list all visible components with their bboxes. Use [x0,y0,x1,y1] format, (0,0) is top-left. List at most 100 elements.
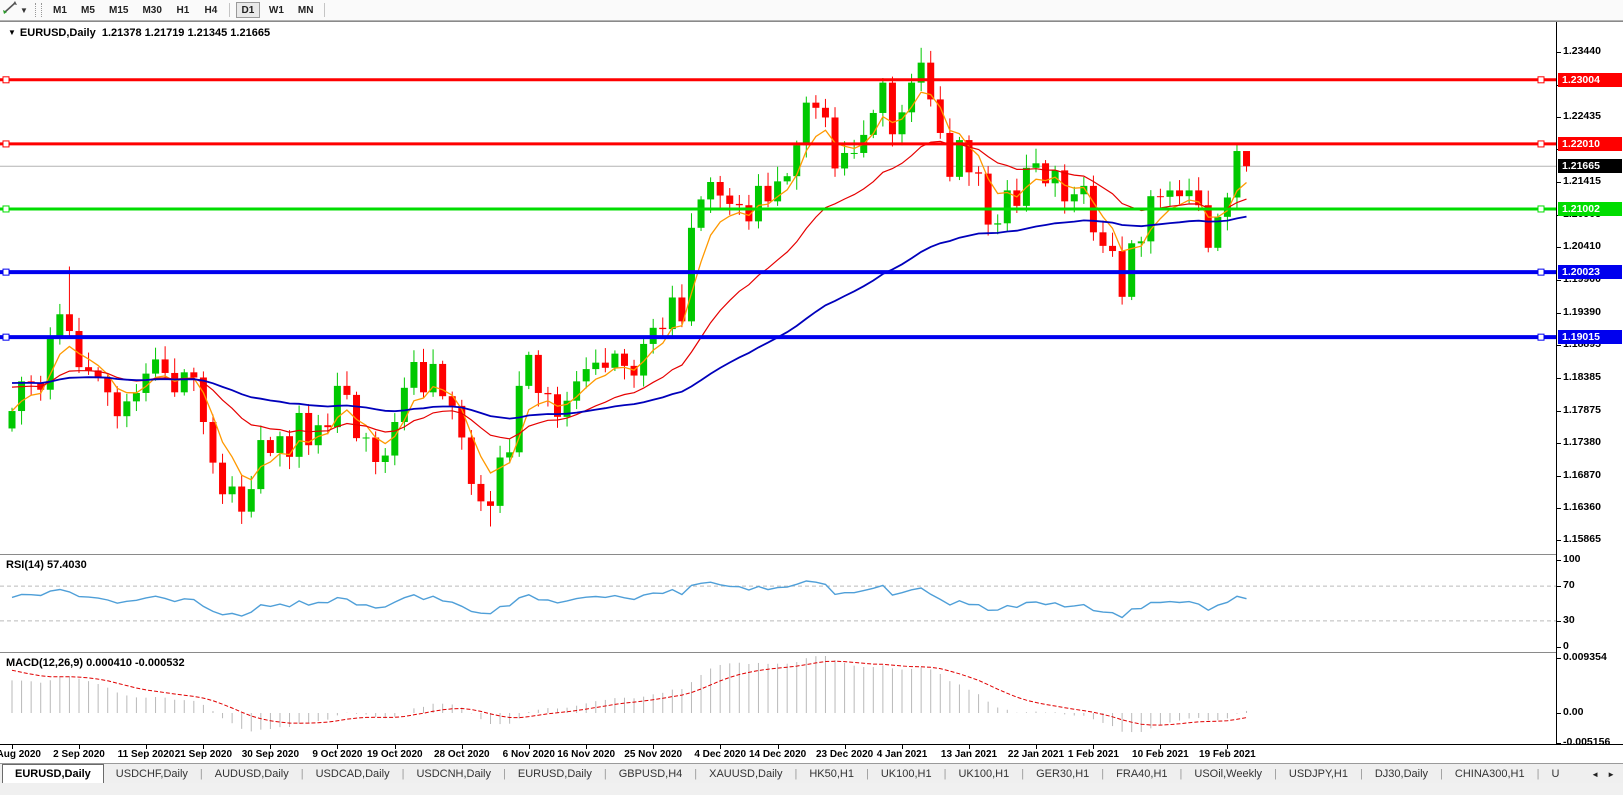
line-handle[interactable] [2,268,10,276]
tab-eurusd-daily[interactable]: EURUSD,Daily [2,764,104,783]
price-axis[interactable]: 1.234401.229301.224351.219251.214151.209… [1556,22,1623,748]
time-tick [653,745,655,749]
tab-separator: | [1274,768,1277,780]
line-handle[interactable] [2,333,10,341]
rsi-tick-label: 0 [1563,640,1569,652]
axis-tick [1557,344,1561,346]
tab-ger30-h1[interactable]: GER30,H1 [1036,768,1090,780]
rsi-pane[interactable] [0,556,1556,652]
tab-separator: | [943,768,947,780]
line-handle[interactable] [2,76,10,84]
price-tick-label: 1.18385 [1563,370,1601,383]
tab-usdchf-daily[interactable]: USDCHF,Daily [115,768,188,780]
tab-separator: | [503,768,506,780]
axis-tick [1557,410,1561,412]
time-tick [203,745,205,749]
tab-gbpusd-h4[interactable]: GBPUSD,H4 [618,768,683,780]
trendline-icon [3,0,18,20]
chart-title: ▼ EURUSD,Daily 1.21378 1.21719 1.21345 1.… [8,27,270,39]
tab-separator: | [1536,768,1540,780]
time-tick-label: 4 Jan 2021 [876,749,928,760]
line-handle[interactable] [1537,333,1545,341]
line-handle[interactable] [1537,205,1545,213]
time-tick-label: 14 Dec 2020 [748,749,807,760]
tab-usdcnh-daily[interactable]: USDCNH,Daily [416,768,491,780]
tab-uk100-h1[interactable]: UK100,H1 [880,768,932,780]
tab-separator: | [794,768,798,780]
time-tick-label: 16 Nov 2020 [557,749,616,760]
time-tick-label: 25 Nov 2020 [624,749,683,760]
drawing-tool-button[interactable]: ▼ [3,0,33,20]
tab-separator: | [401,768,405,780]
timeframe-button-d1[interactable]: D1 [235,2,260,18]
symbol-dropdown-icon[interactable]: ▼ [8,28,16,37]
tab-uk100-h1[interactable]: UK100,H1 [958,768,1010,780]
price-tick-label: 1.21415 [1563,175,1601,188]
tab-separator: | [1440,768,1443,780]
timeframe-button-w1[interactable]: W1 [264,2,289,18]
status-bar [0,782,1623,795]
rsi-tick-label: 100 [1563,553,1581,565]
time-tick [461,745,463,749]
tab-usdcad-daily[interactable]: USDCAD,Daily [315,768,390,780]
rsi-tick-label: 70 [1563,579,1575,592]
axis-tick [1557,182,1561,184]
candlestick-series[interactable] [8,47,1251,527]
time-tick-label: 2 Sep 2020 [53,749,105,760]
tab-u[interactable]: U [1551,768,1560,780]
line-handle[interactable] [2,205,10,213]
timeframe-button-m15[interactable]: M15 [104,2,133,18]
line-handle[interactable] [1537,140,1545,148]
tab-xauusd-daily[interactable]: XAUUSD,Daily [709,768,783,780]
pane-splitter-1[interactable] [0,554,1623,555]
time-tick [145,745,147,749]
tab-separator: | [694,768,698,780]
time-tick [12,745,13,749]
macd-tick-label: 0.009354 [1563,650,1607,663]
scroll-left-icon[interactable]: ◄ [1591,770,1600,779]
tab-usdjpy-h1[interactable]: USDJPY,H1 [1288,768,1348,780]
tab-separator: | [300,768,304,780]
line-handle[interactable] [1537,76,1545,84]
pane-splitter-2[interactable] [0,652,1623,653]
time-tick [1035,745,1037,749]
timeframe-button-m1[interactable]: M1 [48,2,72,18]
time-tick [1093,745,1095,749]
axis-tick [1557,377,1561,379]
toolbar-grip[interactable] [35,3,42,17]
macd-indicator-label: MACD(12,26,9) 0.000410 -0.000532 [6,657,185,669]
tab-separator: | [603,768,607,780]
price-chart-pane[interactable] [0,22,1556,554]
price-tick-label: 1.15865 [1563,533,1601,546]
chart-tab-bar: EURUSD,Daily USDCHF,Daily | AUDUSD,Daily | US… [0,763,1623,783]
time-tick-label: 10 Feb 2021 [1132,749,1189,760]
axis-tick [1557,647,1561,648]
tab-audusd-daily[interactable]: AUDUSD,Daily [214,768,289,780]
time-tick [902,745,903,749]
axis-tick [1557,540,1561,542]
time-tick-label: 30 Sep 2020 [241,749,299,760]
rsi-line [11,580,1247,619]
macd-pane[interactable] [0,654,1556,744]
timeframe-button-mn[interactable]: MN [293,2,319,18]
price-tick-label: 1.19390 [1563,305,1601,318]
scroll-right-icon[interactable]: ► [1607,770,1615,779]
moving-average-medium[interactable] [11,140,1247,440]
tab-eurusd-daily[interactable]: EURUSD,Daily [517,768,592,780]
moving-average-slow[interactable] [11,215,1247,420]
axis-tick [1557,280,1561,282]
timeframe-button-h4[interactable]: H4 [199,2,223,18]
tab-usoil-weekly[interactable]: USOil,Weekly [1194,768,1263,780]
timeframe-button-h1[interactable]: H1 [171,2,195,18]
tab-hk50-h1[interactable]: HK50,H1 [809,768,854,780]
tab-fra40-h1[interactable]: FRA40,H1 [1116,768,1168,780]
moving-average-fast[interactable] [11,91,1247,481]
timeframe-button-m30[interactable]: M30 [137,2,166,18]
tab-china300-h1[interactable]: CHINA300,H1 [1454,768,1525,780]
timeframe-button-m5[interactable]: M5 [76,2,100,18]
line-handle[interactable] [1537,268,1545,276]
line-handle[interactable] [2,140,10,148]
tab-dj30-daily[interactable]: DJ30,Daily [1374,768,1429,780]
